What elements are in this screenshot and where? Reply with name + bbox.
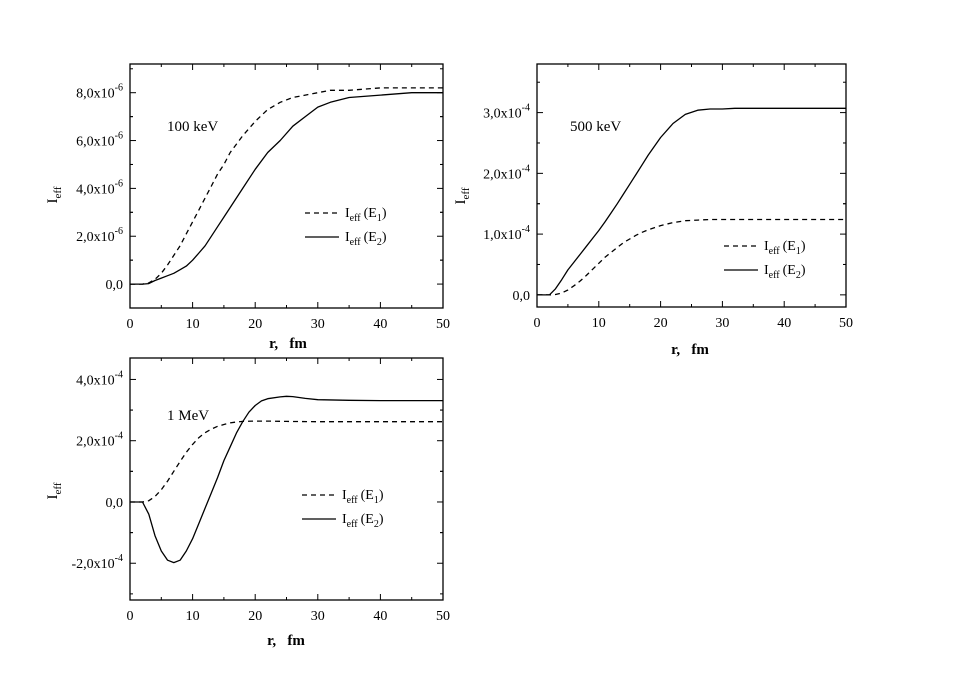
y-tick-label: 2,0x10-4 [483,163,530,182]
x-axis-label: r, fm [267,633,305,649]
y-tick-label: 2,0x10-4 [76,431,123,450]
y-tick-label: 2,0x10-6 [76,226,123,245]
x-tick-label: 30 [715,316,729,331]
x-axis-label: r, fm [269,336,307,352]
legend-label-1: Ieff (E1) [764,239,806,257]
y-axis-label: Ieff [45,482,64,499]
y-tick-label: 4,0x10-4 [76,369,123,388]
panel-annotation: 500 keV [570,119,621,135]
panel-annotation: 100 keV [167,119,218,135]
x-tick-label: 40 [777,316,791,331]
x-tick-label: 20 [654,316,668,331]
series-line-2 [130,395,443,564]
y-tick-label: 0,0 [106,496,124,511]
legend-label-1: Ieff (E1) [345,206,387,224]
y-tick-label: 1,0x10-4 [483,224,530,243]
y-tick-label: 0,0 [106,278,124,293]
series-line-2 [130,92,443,285]
chart-panel-1: 0 10 20 30 40 50 0,0 2,0x10-6 4,0x10-6 6,0x10-6 8,… [45,63,450,352]
legend-label-2: Ieff (E2) [764,263,806,281]
series-line-2 [537,107,846,296]
y-axis-label: Ieff [453,187,472,204]
legend-label-1: Ieff (E1) [342,488,384,506]
x-tick-label: 0 [127,317,134,332]
y-tick-label: 3,0x10-4 [483,103,530,122]
x-tick-label: 50 [436,317,450,332]
x-axis-label: r, fm [671,342,709,358]
x-tick-label: 50 [436,609,450,624]
y-tick-label: 4,0x10-6 [76,178,123,197]
chart-panel-2: 0 10 20 30 40 50 0,0 1,0x10-4 2,0x10-4 3,0x10-4 50… [453,63,853,358]
x-tick-label: 10 [592,316,606,331]
x-tick-label: 30 [311,317,325,332]
y-tick-label: 6,0x10-6 [76,131,123,150]
x-tick-label: 40 [373,317,387,332]
x-tick-label: 30 [311,609,325,624]
legend-label-2: Ieff (E2) [342,512,384,530]
x-tick-label: 20 [248,317,262,332]
y-tick-label: -2,0x10-4 [71,553,123,572]
y-axis-label: Ieff [45,186,64,203]
x-tick-label: 20 [248,609,262,624]
series-line-1 [130,87,443,285]
panel-annotation: 1 MeV [167,408,209,424]
x-tick-label: 50 [839,316,853,331]
x-tick-label: 0 [534,316,541,331]
series-line-1 [130,420,443,503]
chart-panel-3: 0 10 20 30 40 50 -2,0x10-4 0,0 2,0x10-4 4,0x10-4 1… [45,357,450,649]
legend-label-2: Ieff (E2) [345,230,387,248]
series-line-1 [537,218,846,296]
y-tick-label: 0,0 [513,289,531,304]
plot-frame [129,357,444,601]
y-tick-label: 8,0x10-6 [76,83,123,102]
x-tick-label: 40 [373,609,387,624]
x-tick-label: 10 [186,609,200,624]
x-tick-label: 0 [127,609,134,624]
x-tick-label: 10 [186,317,200,332]
